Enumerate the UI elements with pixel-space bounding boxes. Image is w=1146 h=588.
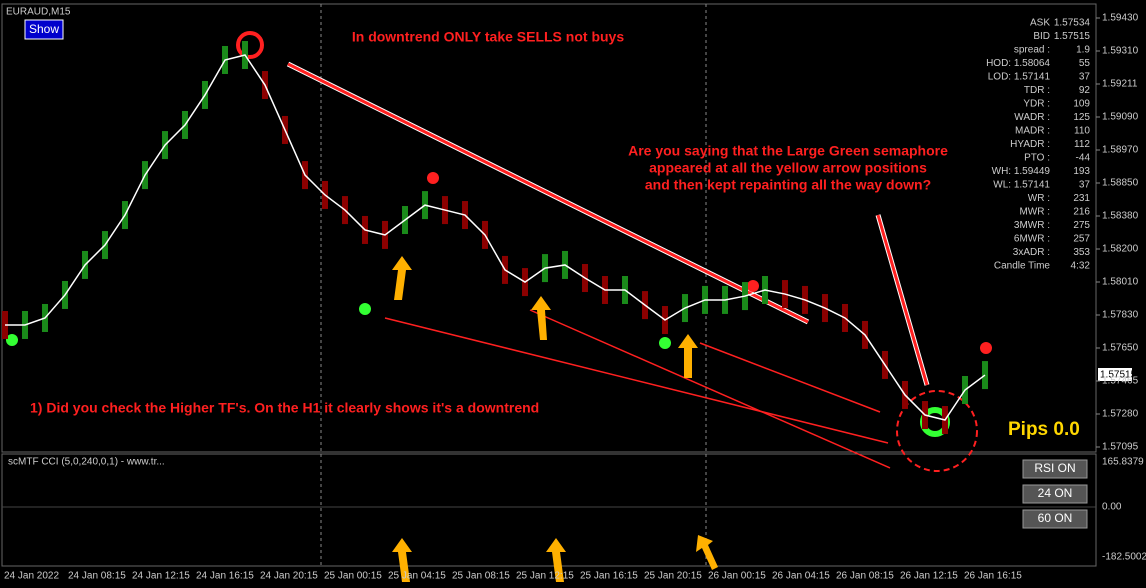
indicator-frame (1, 453, 1097, 567)
info-label: spread : (1014, 45, 1050, 56)
price-label: 1.58380 (1102, 211, 1139, 222)
time-label: 24 Jan 16:15 (196, 571, 254, 582)
price-label: 1.59090 (1102, 112, 1139, 123)
annotation: and then kept repainting all the way dow… (645, 177, 931, 193)
info-label: 3MWR : (1014, 220, 1050, 231)
time-label: 24 Jan 20:15 (260, 571, 318, 582)
time-label: 25 Jan 08:15 (452, 571, 510, 582)
indicator-button[interactable] (1022, 509, 1088, 529)
info-label: MADR : (1015, 126, 1050, 137)
indicator-button[interactable] (1022, 459, 1088, 479)
indicator-axis-label: 165.8379 (1102, 457, 1144, 468)
price-label: 1.57095 (1102, 442, 1139, 453)
info-label: Candle Time (994, 261, 1051, 272)
info-value: 216 (1073, 207, 1090, 218)
main-chart-frame (1, 3, 1097, 453)
info-label: 6MWR : (1014, 234, 1050, 245)
info-label: TDR : (1024, 85, 1050, 96)
info-value: 193 (1073, 166, 1090, 177)
info-label: MWR : (1019, 207, 1050, 218)
price-label: 1.57830 (1102, 310, 1139, 321)
info-value: 55 (1079, 58, 1091, 69)
indicator-axis-label: -182.5002 (1102, 552, 1146, 563)
time-label: 25 Jan 00:15 (324, 571, 382, 582)
info-label: WH: 1.59449 (992, 166, 1051, 177)
time-label: 24 Jan 12:15 (132, 571, 190, 582)
info-value: 1.9 (1076, 45, 1090, 56)
annotation: appeared at all the yellow arrow positio… (649, 160, 927, 176)
indicator-button-label[interactable]: 60 ON (1038, 511, 1073, 525)
price-label: 1.58970 (1102, 145, 1139, 156)
time-label: 24 Jan 2022 (4, 571, 59, 582)
time-label: 25 Jan 12:15 (516, 571, 574, 582)
price-label: 1.57650 (1102, 343, 1139, 354)
annotation: Are you saying that the Large Green sema… (628, 143, 948, 159)
time-label: 26 Jan 08:15 (836, 571, 894, 582)
price-label: 1.58850 (1102, 178, 1139, 189)
info-label: 3xADR : (1013, 247, 1050, 258)
info-value: 4:32 (1071, 261, 1091, 272)
info-label: YDR : (1023, 99, 1050, 110)
time-label: 25 Jan 04:15 (388, 571, 446, 582)
semaphores (6, 172, 992, 354)
info-label: ASK (1030, 18, 1050, 29)
yellow-arrows (392, 256, 718, 582)
annotation-shapes (236, 31, 978, 472)
current-price: 1.57515 (1100, 370, 1137, 381)
time-label: 26 Jan 00:15 (708, 571, 766, 582)
info-label: LOD: 1.57141 (988, 72, 1051, 83)
info-value: 353 (1073, 247, 1090, 258)
info-value: 1.57534 (1054, 18, 1091, 29)
time-label: 25 Jan 16:15 (580, 571, 638, 582)
pips: Pips 0.0 (1008, 419, 1080, 440)
info-value: 109 (1073, 99, 1090, 110)
info-label: BID (1033, 31, 1050, 42)
symbol: EURAUD,M15 (6, 7, 71, 18)
price-label: 1.59310 (1102, 46, 1139, 57)
indicator-label: scMTF CCI (5,0,240,0,1) - www.tr... (8, 457, 165, 468)
price-label: 1.59430 (1102, 13, 1139, 24)
price-label: 1.58200 (1102, 244, 1139, 255)
info-value: -44 (1076, 153, 1091, 164)
info-value: 92 (1079, 85, 1091, 96)
info-value: 231 (1073, 193, 1090, 204)
info-label: WL: 1.57141 (993, 180, 1050, 191)
indicator-button-label[interactable]: 24 ON (1038, 486, 1073, 500)
show-button[interactable] (24, 19, 64, 40)
time-label: 26 Jan 04:15 (772, 571, 830, 582)
current-price-box (1098, 368, 1132, 381)
info-label: HYADR : (1010, 139, 1050, 150)
indicator-axis-label: 0.00 (1102, 502, 1122, 513)
price-label: 1.57465 (1102, 376, 1139, 387)
info-label: WADR : (1014, 112, 1050, 123)
indicator-button-label[interactable]: RSI ON (1034, 461, 1075, 475)
info-value: 37 (1079, 72, 1091, 83)
info-value: 125 (1073, 112, 1090, 123)
info-value: 257 (1073, 234, 1090, 245)
show-button-label[interactable]: Show (29, 22, 59, 36)
price-label: 1.57280 (1102, 409, 1139, 420)
indicator-button[interactable] (1022, 484, 1088, 504)
annotation: 1) Did you check the Higher TF's. On the… (30, 400, 539, 416)
info-label: PTO : (1024, 153, 1050, 164)
info-value: 1.57515 (1054, 31, 1091, 42)
time-label: 24 Jan 08:15 (68, 571, 126, 582)
info-value: 37 (1079, 180, 1091, 191)
info-value: 110 (1074, 126, 1090, 137)
time-label: 26 Jan 12:15 (900, 571, 958, 582)
info-value: 275 (1073, 220, 1090, 231)
info-value: 112 (1074, 139, 1090, 150)
price-label: 1.59211 (1102, 79, 1138, 90)
time-label: 25 Jan 20:15 (644, 571, 702, 582)
info-label: HOD: 1.58064 (986, 58, 1050, 69)
time-label: 26 Jan 16:15 (964, 571, 1022, 582)
info-label: WR : (1028, 193, 1050, 204)
annotation: In downtrend ONLY take SELLS not buys (352, 29, 624, 45)
price-label: 1.58010 (1102, 277, 1139, 288)
price-line (5, 54, 986, 421)
